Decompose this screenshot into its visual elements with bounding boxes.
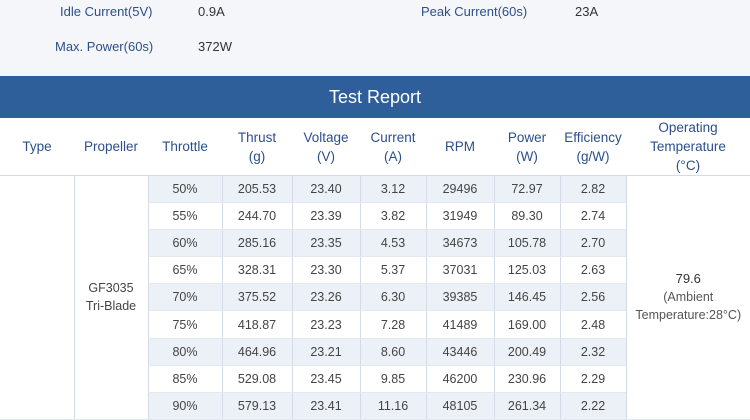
ambient-note-2: Temperature:28°C) xyxy=(627,306,750,324)
header-rpm: RPM xyxy=(426,118,494,176)
voltage-cell: 23.35 xyxy=(292,230,360,257)
voltage-cell: 23.21 xyxy=(292,338,360,365)
header-propeller: Propeller xyxy=(74,118,148,176)
temperature-value: 79.6 xyxy=(627,270,750,288)
power-cell: 146.45 xyxy=(494,284,560,311)
efficiency-cell: 2.74 xyxy=(560,203,626,230)
voltage-cell: 23.26 xyxy=(292,284,360,311)
thrust-cell: 375.52 xyxy=(222,284,292,311)
table-header-row: Type Propeller Throttle Thrust(g) Voltag… xyxy=(0,118,750,176)
rpm-cell: 46200 xyxy=(426,365,494,392)
efficiency-cell: 2.48 xyxy=(560,311,626,338)
current-cell: 11.16 xyxy=(360,392,426,419)
power-cell: 89.30 xyxy=(494,203,560,230)
test-report-banner: Test Report xyxy=(0,76,750,118)
current-cell: 8.60 xyxy=(360,338,426,365)
peak-current-label: Peak Current(60s) xyxy=(421,4,527,19)
power-cell: 169.00 xyxy=(494,311,560,338)
throttle-cell: 70% xyxy=(148,284,222,311)
rpm-cell: 39385 xyxy=(426,284,494,311)
max-power-label: Max. Power(60s) xyxy=(55,39,153,54)
voltage-cell: 23.30 xyxy=(292,257,360,284)
propeller-model: GF3035 xyxy=(88,281,133,295)
throttle-cell: 55% xyxy=(148,203,222,230)
efficiency-cell: 2.32 xyxy=(560,338,626,365)
rpm-cell: 41489 xyxy=(426,311,494,338)
throttle-cell: 75% xyxy=(148,311,222,338)
type-cell xyxy=(0,176,74,420)
thrust-cell: 328.31 xyxy=(222,257,292,284)
power-cell: 230.96 xyxy=(494,365,560,392)
rpm-cell: 48105 xyxy=(426,392,494,419)
efficiency-cell: 2.70 xyxy=(560,230,626,257)
current-cell: 4.53 xyxy=(360,230,426,257)
voltage-cell: 23.40 xyxy=(292,176,360,203)
header-type: Type xyxy=(0,118,74,176)
throttle-cell: 90% xyxy=(148,392,222,419)
power-cell: 105.78 xyxy=(494,230,560,257)
throttle-cell: 50% xyxy=(148,176,222,203)
thrust-cell: 244.70 xyxy=(222,203,292,230)
current-cell: 3.82 xyxy=(360,203,426,230)
max-power-value: 372W xyxy=(198,39,232,54)
voltage-cell: 23.45 xyxy=(292,365,360,392)
rpm-cell: 29496 xyxy=(426,176,494,203)
voltage-cell: 23.41 xyxy=(292,392,360,419)
propeller-cell: GF3035 Tri-Blade xyxy=(74,176,148,420)
rpm-cell: 43446 xyxy=(426,338,494,365)
header-voltage: Voltage(V) xyxy=(292,118,360,176)
thrust-cell: 285.16 xyxy=(222,230,292,257)
throttle-cell: 80% xyxy=(148,338,222,365)
power-cell: 200.49 xyxy=(494,338,560,365)
rpm-cell: 31949 xyxy=(426,203,494,230)
current-cell: 7.28 xyxy=(360,311,426,338)
throttle-cell: 85% xyxy=(148,365,222,392)
efficiency-cell: 2.63 xyxy=(560,257,626,284)
header-current: Current(A) xyxy=(360,118,426,176)
header-throttle: Throttle xyxy=(148,118,222,176)
power-cell: 72.97 xyxy=(494,176,560,203)
rpm-cell: 34673 xyxy=(426,230,494,257)
efficiency-cell: 2.22 xyxy=(560,392,626,419)
throttle-cell: 60% xyxy=(148,230,222,257)
efficiency-cell: 2.29 xyxy=(560,365,626,392)
idle-current-value: 0.9A xyxy=(198,4,225,19)
thrust-cell: 579.13 xyxy=(222,392,292,419)
current-cell: 5.37 xyxy=(360,257,426,284)
propeller-blade: Tri-Blade xyxy=(86,299,136,313)
efficiency-cell: 2.56 xyxy=(560,284,626,311)
current-cell: 3.12 xyxy=(360,176,426,203)
voltage-cell: 23.23 xyxy=(292,311,360,338)
voltage-cell: 23.39 xyxy=(292,203,360,230)
ambient-note-1: (Ambient xyxy=(627,288,750,306)
efficiency-cell: 2.82 xyxy=(560,176,626,203)
test-report-table: Type Propeller Throttle Thrust(g) Voltag… xyxy=(0,118,750,420)
power-cell: 125.03 xyxy=(494,257,560,284)
current-cell: 6.30 xyxy=(360,284,426,311)
test-report-title: Test Report xyxy=(329,87,421,108)
rpm-cell: 37031 xyxy=(426,257,494,284)
throttle-cell: 65% xyxy=(148,257,222,284)
thrust-cell: 464.96 xyxy=(222,338,292,365)
header-efficiency: Efficiency(g/W) xyxy=(560,118,626,176)
peak-current-value: 23A xyxy=(575,4,598,19)
current-cell: 9.85 xyxy=(360,365,426,392)
thrust-cell: 418.87 xyxy=(222,311,292,338)
power-cell: 261.34 xyxy=(494,392,560,419)
thrust-cell: 529.08 xyxy=(222,365,292,392)
header-thrust: Thrust(g) xyxy=(222,118,292,176)
idle-current-label: Idle Current(5V) xyxy=(60,4,152,19)
header-power: Power(W) xyxy=(494,118,560,176)
thrust-cell: 205.53 xyxy=(222,176,292,203)
specs-section: Idle Current(5V) 0.9A Peak Current(60s) … xyxy=(0,0,750,76)
